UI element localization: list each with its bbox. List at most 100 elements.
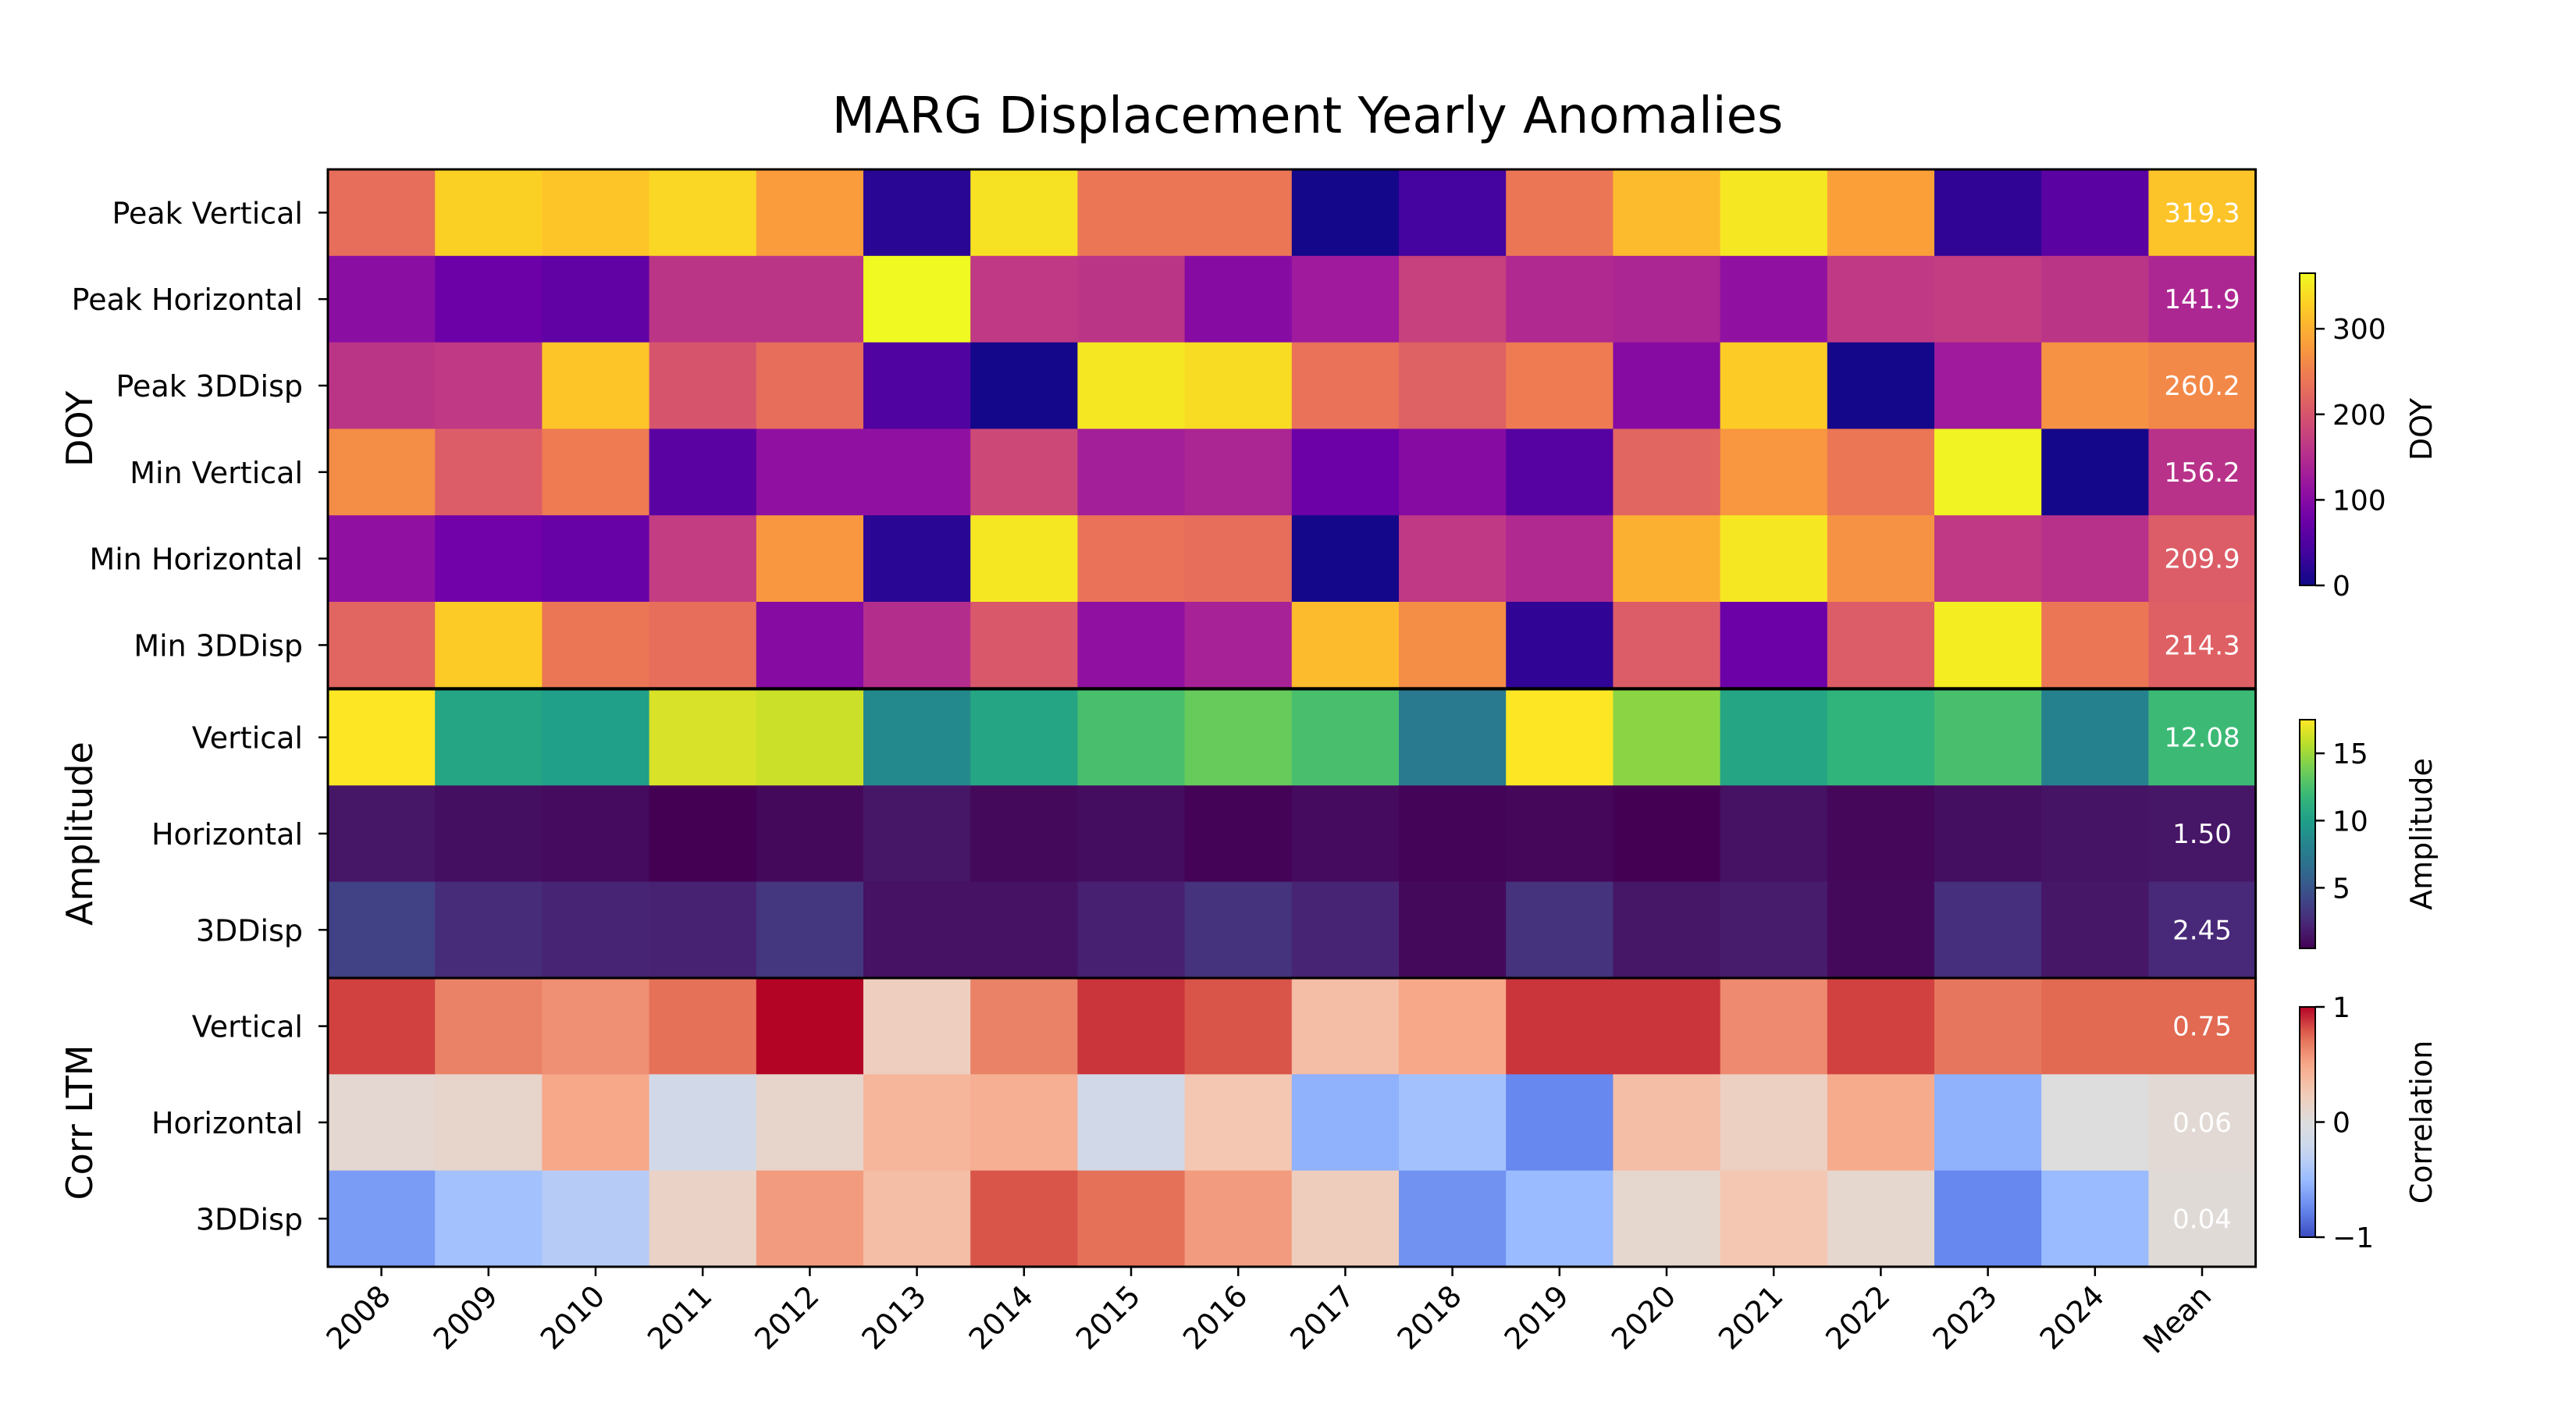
- cell-corr-ltm-vertical-2009: [435, 978, 543, 1075]
- cell-doy-min-horizontal-2009: [435, 515, 543, 603]
- cell-amplitude-horizontal-2021: [1720, 785, 1828, 883]
- cell-corr-ltm-3ddisp-2018: [1399, 1170, 1507, 1268]
- cell-corr-ltm-vertical-2013: [863, 978, 971, 1075]
- cell-doy-peak-horizontal-2018: [1399, 255, 1507, 343]
- cell-doy-peak-3ddisp-2024: [2041, 342, 2149, 429]
- cell-corr-ltm-horizontal-2020: [1613, 1074, 1721, 1172]
- row-label-doy-min-vertical: Min Vertical: [130, 456, 303, 490]
- row-label-amplitude-3ddisp: 3DDisp: [196, 913, 303, 948]
- column-label-2018: 2018: [1390, 1279, 1468, 1357]
- cell-doy-min-vertical-2019: [1506, 429, 1614, 516]
- cell-amplitude-3ddisp-2016: [1184, 881, 1293, 979]
- cell-doy-peak-3ddisp-2014: [970, 342, 1078, 429]
- column-label-2016: 2016: [1176, 1279, 1254, 1357]
- cell-amplitude-horizontal-2018: [1399, 785, 1507, 883]
- cell-doy-peak-vertical-mean: [2148, 169, 2257, 257]
- cell-amplitude-3ddisp-2022: [1827, 881, 1935, 979]
- cell-corr-ltm-horizontal-2023: [1934, 1074, 2042, 1172]
- cell-corr-ltm-3ddisp-2017: [1291, 1170, 1400, 1268]
- cell-doy-min-horizontal-2014: [970, 515, 1078, 603]
- cell-doy-min-3ddisp-2013: [863, 602, 971, 689]
- cell-doy-min-vertical-2009: [435, 429, 543, 516]
- cell-amplitude-horizontal-2019: [1506, 785, 1614, 883]
- cell-doy-peak-vertical-2021: [1720, 169, 1828, 257]
- cell-amplitude-horizontal-2011: [649, 785, 757, 883]
- cell-amplitude-horizontal-2012: [756, 785, 864, 883]
- cell-corr-ltm-horizontal-2012: [756, 1074, 864, 1172]
- cell-doy-min-vertical-2010: [542, 429, 650, 516]
- cell-corr-ltm-horizontal-2019: [1506, 1074, 1614, 1172]
- cell-doy-peak-vertical-2013: [863, 169, 971, 257]
- cell-doy-peak-vertical-2018: [1399, 169, 1507, 257]
- cell-amplitude-vertical-2011: [649, 689, 757, 786]
- column-label-2024: 2024: [2033, 1279, 2112, 1357]
- row-label-amplitude-vertical: Vertical: [192, 721, 303, 756]
- cell-corr-ltm-vertical-2014: [970, 978, 1078, 1075]
- colorbar-corr-ltm: [2299, 1006, 2316, 1238]
- panel-frames: [318, 168, 2258, 1268]
- cell-doy-min-horizontal-2022: [1827, 515, 1935, 603]
- cell-amplitude-horizontal-mean: [2148, 785, 2257, 883]
- row-label-amplitude-horizontal: Horizontal: [151, 817, 303, 852]
- cell-doy-min-3ddisp-2011: [649, 602, 757, 689]
- cell-doy-min-vertical-2018: [1399, 429, 1507, 516]
- cell-amplitude-vertical-2018: [1399, 689, 1507, 786]
- cell-amplitude-3ddisp-2012: [756, 881, 864, 979]
- cell-doy-min-vertical-2014: [970, 429, 1078, 516]
- cell-doy-peak-horizontal-2012: [756, 255, 864, 343]
- cell-corr-ltm-vertical-2024: [2041, 978, 2149, 1075]
- cell-amplitude-3ddisp-2021: [1720, 881, 1828, 979]
- cell-doy-min-vertical-2022: [1827, 429, 1935, 516]
- row-label-doy-peak-vertical: Peak Vertical: [112, 196, 303, 230]
- cell-doy-min-vertical-2015: [1077, 429, 1186, 516]
- cell-corr-ltm-3ddisp-2020: [1613, 1170, 1721, 1268]
- cell-amplitude-vertical-mean: [2148, 689, 2257, 786]
- row-label-corr-ltm-3ddisp: 3DDisp: [196, 1202, 303, 1236]
- cell-amplitude-vertical-2008: [328, 689, 436, 786]
- column-label-2014: 2014: [962, 1279, 1041, 1357]
- cell-doy-peak-3ddisp-2019: [1506, 342, 1614, 429]
- cell-corr-ltm-horizontal-2017: [1291, 1074, 1400, 1172]
- cell-doy-min-horizontal-2017: [1291, 515, 1400, 603]
- cell-doy-min-horizontal-2020: [1613, 515, 1721, 603]
- cell-amplitude-3ddisp-2013: [863, 881, 971, 979]
- cell-corr-ltm-horizontal-2010: [542, 1074, 650, 1172]
- group-label-doy: DOY: [59, 390, 101, 467]
- cell-doy-peak-3ddisp-2017: [1291, 342, 1400, 429]
- cell-amplitude-vertical-2014: [970, 689, 1078, 786]
- cell-corr-ltm-horizontal-2018: [1399, 1074, 1507, 1172]
- cell-doy-min-3ddisp-2017: [1291, 602, 1400, 689]
- cell-doy-min-3ddisp-2022: [1827, 602, 1935, 689]
- cell-doy-min-horizontal-2008: [328, 515, 436, 603]
- cell-corr-ltm-3ddisp-2022: [1827, 1170, 1935, 1268]
- mean-label-corr-ltm-horizontal: 0.06: [2172, 1108, 2232, 1139]
- chart-title: MARG Displacement Yearly Anomalies: [832, 87, 1784, 145]
- cell-amplitude-vertical-2022: [1827, 689, 1935, 786]
- cell-amplitude-horizontal-2013: [863, 785, 971, 883]
- mean-label-amplitude-3ddisp: 2.45: [2172, 915, 2232, 946]
- cell-amplitude-vertical-2015: [1077, 689, 1186, 786]
- cell-doy-peak-horizontal-2010: [542, 255, 650, 343]
- cell-corr-ltm-vertical-2016: [1184, 978, 1293, 1075]
- cell-corr-ltm-horizontal-2014: [970, 1074, 1078, 1172]
- cell-doy-peak-horizontal-2021: [1720, 255, 1828, 343]
- cell-doy-min-horizontal-2024: [2041, 515, 2149, 603]
- cell-amplitude-vertical-2016: [1184, 689, 1293, 786]
- cell-corr-ltm-3ddisp-2011: [649, 1170, 757, 1268]
- row-label-doy-peak-3ddisp: Peak 3DDisp: [116, 369, 304, 404]
- cell-doy-min-3ddisp-2023: [1934, 602, 2042, 689]
- cell-corr-ltm-3ddisp-2016: [1184, 1170, 1293, 1268]
- group-label-amplitude: Amplitude: [59, 742, 101, 926]
- cell-amplitude-horizontal-2020: [1613, 785, 1721, 883]
- cell-corr-ltm-3ddisp-2021: [1720, 1170, 1828, 1268]
- group-label-corr-ltm: Corr LTM: [59, 1045, 101, 1200]
- cell-amplitude-horizontal-2016: [1184, 785, 1293, 883]
- cell-doy-peak-vertical-2023: [1934, 169, 2042, 257]
- cell-doy-min-vertical-2020: [1613, 429, 1721, 516]
- mean-label-doy-min-3ddisp: 214.3: [2164, 630, 2240, 661]
- cell-doy-min-vertical-2013: [863, 429, 971, 516]
- column-label-2010: 2010: [534, 1279, 612, 1357]
- cell-corr-ltm-vertical-2011: [649, 978, 757, 1075]
- mean-label-corr-ltm-vertical: 0.75: [2172, 1012, 2232, 1043]
